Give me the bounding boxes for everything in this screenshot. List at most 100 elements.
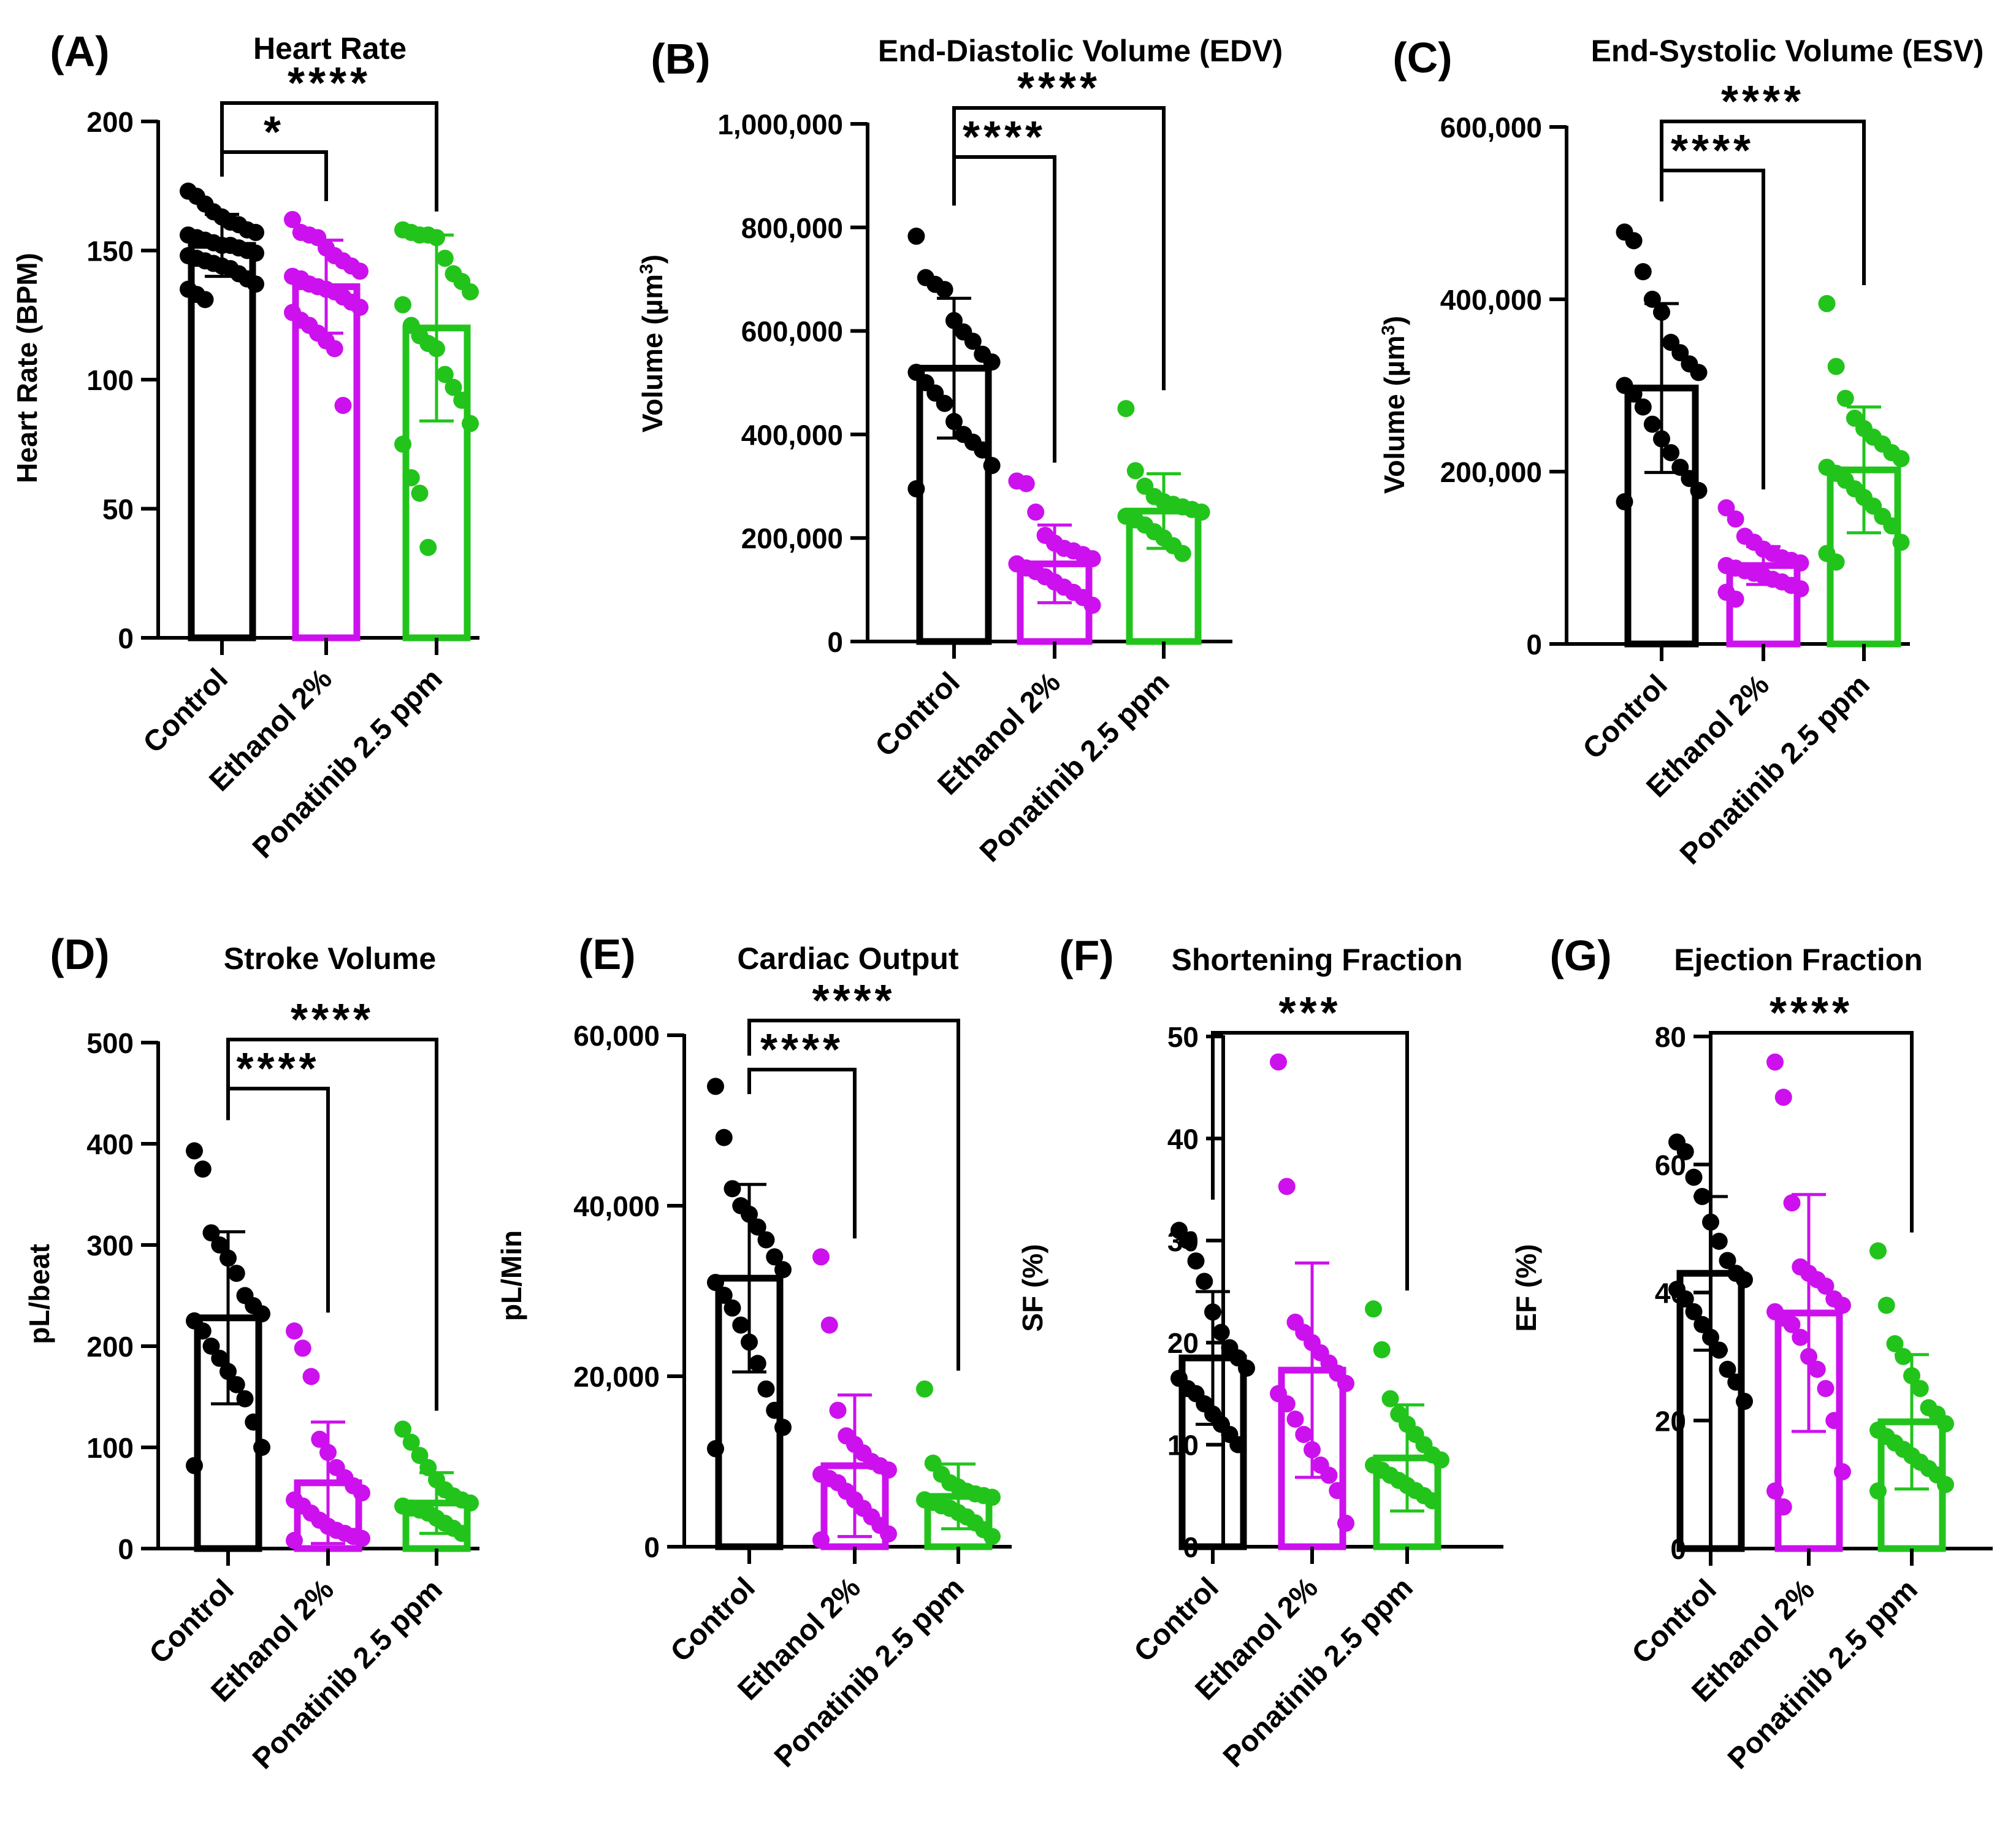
x-tick-label: Ponatinib 2.5 ppm bbox=[1674, 668, 1876, 871]
y-tick-label: 1,000,000 bbox=[717, 109, 843, 140]
data-point bbox=[1690, 364, 1708, 381]
y-tick-label: 80 bbox=[1655, 1021, 1686, 1053]
data-point bbox=[1616, 493, 1633, 511]
panel-c: (C) End-Systolic Volume (ESV) 0 200,000 400,… bbox=[1378, 34, 1984, 871]
data-point bbox=[1337, 1374, 1354, 1392]
y-axis-label: EF (%) bbox=[1510, 1244, 1542, 1331]
y-tick-label: 400 bbox=[86, 1128, 134, 1160]
data-point bbox=[351, 262, 368, 280]
data-point bbox=[453, 391, 471, 409]
y-tick-label: 100 bbox=[86, 1432, 134, 1464]
chart-title: Ejection Fraction bbox=[1674, 943, 1923, 977]
data-point bbox=[1766, 1053, 1784, 1071]
y-tick-label: 400,000 bbox=[741, 419, 843, 451]
data-point bbox=[774, 1261, 792, 1279]
y-tick-label: 200 bbox=[86, 106, 134, 138]
data-point bbox=[1774, 1089, 1792, 1106]
significance-stars: **** bbox=[963, 113, 1046, 162]
significance-stars: **** bbox=[1770, 989, 1853, 1038]
x-tick-label: Ponatinib 2.5 ppm bbox=[974, 666, 1176, 868]
panel-e: (E) Cardiac Output 0 20,000 40,000 60,000 pL/M… bbox=[495, 930, 1012, 1774]
data-point bbox=[1834, 1463, 1851, 1480]
data-point bbox=[1083, 550, 1101, 567]
significance-bracket bbox=[1211, 1031, 1409, 1291]
data-point bbox=[247, 275, 264, 293]
data-point bbox=[1827, 358, 1845, 375]
data-point bbox=[1827, 553, 1845, 571]
data-point bbox=[247, 244, 264, 262]
data-point bbox=[436, 250, 454, 267]
data-point bbox=[1286, 1411, 1304, 1428]
data-point bbox=[1727, 510, 1744, 528]
y-tick-label: 60,000 bbox=[573, 1020, 660, 1052]
data-point bbox=[1432, 1451, 1449, 1469]
significance-stars: **** bbox=[812, 976, 895, 1025]
y-tick-label: 20 bbox=[1167, 1327, 1199, 1359]
panel-f: (F)Shortening Fraction01020304050SF (%)C… bbox=[1017, 932, 1503, 1774]
chart-title: Cardiac Output bbox=[737, 941, 958, 976]
data-point bbox=[812, 1531, 830, 1549]
y-tick-label: 100 bbox=[86, 364, 134, 396]
data-point bbox=[757, 1231, 775, 1249]
data-point bbox=[1736, 1271, 1753, 1289]
y-tick-label: 50 bbox=[1167, 1021, 1199, 1053]
panel-letter: (G) bbox=[1549, 932, 1611, 979]
x-tick-label: Control bbox=[869, 666, 966, 763]
data-point bbox=[1337, 1514, 1354, 1532]
significance-stars: **** bbox=[1721, 77, 1804, 126]
panel-a: (A) Heart Rate 0 50 100 150 200 Heart Rate (BPM… bbox=[11, 28, 479, 865]
panel-letter: (B) bbox=[651, 35, 710, 83]
data-point bbox=[1719, 1252, 1736, 1270]
data-point bbox=[1685, 1303, 1703, 1320]
y-tick-label: 50 bbox=[102, 494, 134, 526]
data-point bbox=[1818, 295, 1836, 313]
panel-letter: (E) bbox=[578, 930, 635, 978]
data-point bbox=[394, 435, 411, 453]
data-point bbox=[1817, 1277, 1835, 1295]
data-point bbox=[1178, 1231, 1196, 1249]
significance-bracket bbox=[952, 106, 1166, 391]
data-point bbox=[1365, 1300, 1382, 1318]
data-point bbox=[194, 1160, 212, 1178]
data-point bbox=[286, 1531, 303, 1549]
y-axis-label: pL/Min bbox=[495, 1230, 527, 1321]
significance-bracket bbox=[220, 101, 438, 212]
chart-title: End-Diastolic Volume (EDV) bbox=[878, 34, 1283, 68]
data-point bbox=[1212, 1323, 1230, 1341]
data-point bbox=[445, 378, 462, 396]
data-point bbox=[227, 1265, 245, 1282]
data-point bbox=[402, 1433, 420, 1451]
data-point bbox=[1278, 1395, 1296, 1413]
x-tick-label: Control bbox=[1577, 668, 1674, 765]
significance-bracket bbox=[747, 1019, 960, 1371]
data-point bbox=[1869, 1482, 1887, 1500]
y-tick-label: 0 bbox=[827, 626, 843, 658]
data-point bbox=[196, 291, 214, 308]
data-point bbox=[707, 1078, 724, 1095]
data-point bbox=[436, 366, 454, 383]
data-point bbox=[1937, 1476, 1954, 1493]
data-point bbox=[394, 296, 411, 313]
significance-stars: **** bbox=[1017, 64, 1101, 113]
data-point bbox=[462, 415, 479, 432]
x-tick-label: Control bbox=[143, 1573, 240, 1670]
panel-b: (B) End-Diastolic Volume (EDV) 0 200,000 400… bbox=[636, 34, 1283, 868]
data-point bbox=[916, 1380, 933, 1398]
y-tick-label: 600,000 bbox=[741, 316, 843, 348]
data-point bbox=[1643, 415, 1661, 433]
data-point bbox=[211, 1236, 229, 1254]
data-point bbox=[1727, 590, 1744, 608]
data-point bbox=[1270, 1053, 1287, 1071]
data-point bbox=[1625, 385, 1643, 403]
y-tick-label: 20,000 bbox=[573, 1361, 660, 1393]
y-tick-label: 0 bbox=[118, 1533, 134, 1565]
x-tick-label: Ponatinib 2.5 ppm bbox=[246, 1573, 449, 1775]
data-point bbox=[1710, 1233, 1728, 1250]
data-point bbox=[211, 1349, 229, 1367]
data-point bbox=[194, 1322, 212, 1340]
data-point bbox=[829, 1401, 847, 1419]
significance-bracket bbox=[1709, 1031, 1914, 1233]
chart-title: Stroke Volume bbox=[224, 941, 436, 976]
data-point bbox=[294, 1339, 311, 1357]
data-point bbox=[453, 1525, 471, 1542]
